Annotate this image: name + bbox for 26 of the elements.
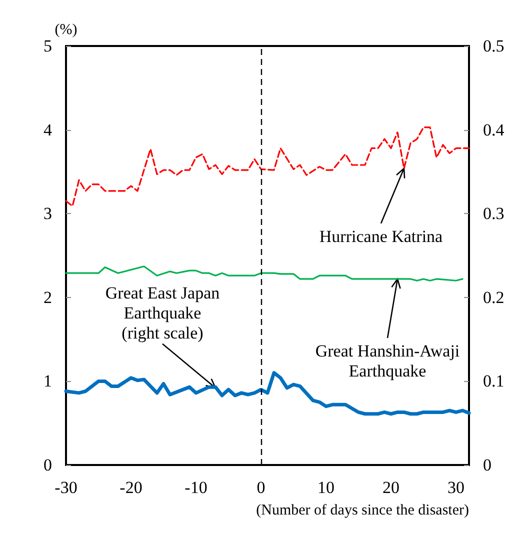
y-tick-label: 1 — [44, 372, 52, 391]
annotation: Great Hanshin-Awaji Earthquake — [315, 341, 460, 380]
x-tick-label: 30 — [448, 478, 464, 497]
y2-tick-label: 0.1 — [483, 372, 504, 391]
y-axis-title: (%) — [54, 22, 78, 38]
annotation: Hurricane Katrina — [319, 226, 444, 246]
x-tick-label: 0 — [256, 478, 266, 497]
y2-tick-label: 0.4 — [483, 120, 505, 140]
y2-tick-label: 0.3 — [483, 204, 504, 224]
y2-tick-label: 0.5 — [483, 36, 504, 56]
line-series — [65, 126, 470, 207]
x-tick-label: -30 — [54, 478, 78, 497]
y2-tick-label: 0 — [483, 456, 492, 474]
y-tick-label: 0 — [44, 456, 52, 474]
x-axis-title: (Number of days since the disaster) — [256, 502, 469, 518]
y-tick-label: 4 — [44, 120, 52, 140]
y-tick-label: 5 — [44, 36, 52, 56]
y-tick-label: 3 — [44, 204, 52, 224]
y-tick-label: 2 — [44, 288, 52, 307]
line-series — [65, 266, 464, 282]
annotation: Great East Japan Earthquake (right scale) — [105, 283, 220, 342]
y2-tick-label: 0.2 — [483, 288, 504, 307]
x-tick-label: -20 — [120, 478, 142, 497]
x-tick-label: -10 — [184, 478, 208, 497]
x-tick-label: 20 — [382, 478, 400, 497]
x-tick-label: 10 — [318, 478, 334, 497]
